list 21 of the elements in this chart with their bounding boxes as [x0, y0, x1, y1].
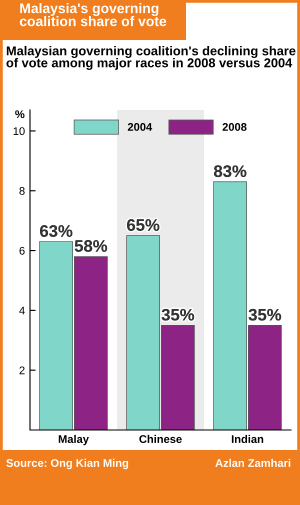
y-tick-label: 8 — [19, 187, 25, 195]
annotation: 35% — [162, 308, 194, 321]
y-tick-label: 10 — [14, 127, 25, 136]
y-axis-title: % — [15, 110, 24, 118]
x-tick-label: Indian — [232, 434, 264, 444]
legend-label: 2004 — [128, 123, 152, 131]
y-tick-label: 6 — [20, 246, 25, 255]
x-tick-label: Malay — [58, 434, 89, 446]
source-note: Source: Ong Kian Ming — [6, 458, 128, 470]
legend-label: 2008 — [222, 123, 247, 131]
text: Azlan Zamhari — [215, 458, 290, 467]
chart-subtitle: Malaysian governing coalition's declining share of vote among major races in 2008 versus 2004 — [6, 46, 296, 70]
annotation: 58% — [74, 240, 108, 252]
annotation: 63% — [40, 225, 72, 237]
x-tick-label: Chinese — [139, 434, 182, 444]
y-tick-label: 2 — [20, 366, 25, 374]
chart-title: Malaysia's governing coalition share of vote — [20, 3, 166, 26]
y-tick-label: 4 — [19, 306, 25, 314]
annotation: 83% — [214, 165, 246, 178]
annotation: 65% — [127, 219, 160, 231]
annotation: 35% — [248, 308, 282, 321]
